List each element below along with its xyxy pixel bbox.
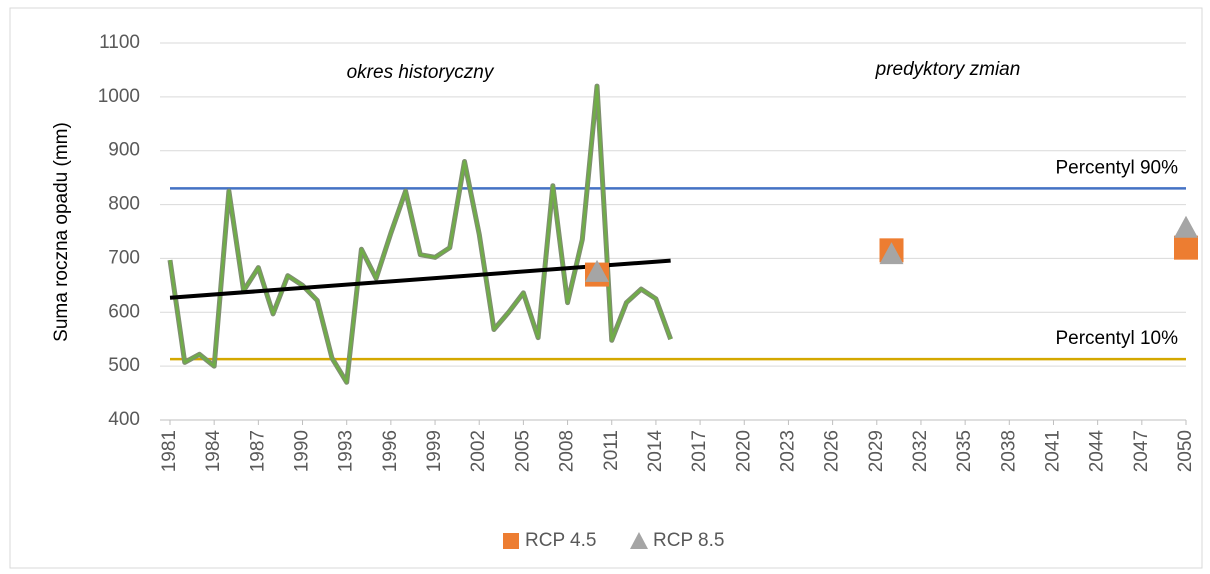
marker-triangle	[1174, 215, 1198, 238]
y-tick-label: 500	[108, 355, 140, 376]
y-tick-label: 1000	[98, 86, 140, 107]
x-tick-label: 2041	[1042, 430, 1063, 472]
x-tick-label: 1990	[292, 430, 313, 472]
annotation: okres historyczny	[347, 62, 495, 83]
y-axis-label: Suma roczna opadu (mm)	[51, 122, 72, 342]
x-tick-label: 2035	[954, 430, 975, 472]
y-tick-label: 900	[108, 140, 140, 161]
x-tick-label: 2050	[1175, 430, 1196, 472]
x-tick-label: 1987	[247, 430, 268, 472]
x-tick-label: 2038	[998, 430, 1019, 472]
y-tick-label: 600	[108, 301, 140, 322]
marker-triangle	[879, 242, 904, 265]
chart-frame	[9, 7, 1203, 569]
legend-swatch	[630, 532, 648, 549]
annotation: predyktory zmian	[875, 59, 1021, 80]
legend-swatch	[503, 533, 519, 549]
x-tick-label: 2014	[645, 430, 666, 473]
x-tick-label: 1996	[380, 430, 401, 472]
x-tick-label: 2005	[512, 430, 533, 472]
x-tick-label: 2029	[866, 430, 887, 472]
x-tick-label: 2017	[689, 430, 710, 472]
x-tick-label: 1993	[336, 430, 357, 472]
y-tick-label: 1100	[99, 32, 140, 53]
x-tick-label: 2020	[733, 430, 754, 472]
marker-triangle	[585, 259, 610, 282]
marker-square	[1174, 235, 1198, 260]
y-tick-label: 400	[108, 409, 140, 430]
series-line	[168, 84, 672, 384]
x-tick-label: 1999	[424, 430, 445, 472]
x-tick-label: 1984	[203, 430, 224, 473]
x-tick-label: 1981	[159, 430, 180, 472]
x-tick-label: 2032	[910, 430, 931, 472]
y-tick-label: 700	[108, 247, 140, 268]
x-tick-label: 2044	[1087, 430, 1108, 473]
legend-label: RCP 8.5	[653, 530, 724, 551]
reference-label: Percentyl 10%	[1055, 328, 1178, 349]
x-tick-label: 2008	[557, 430, 578, 472]
x-tick-label: 2047	[1131, 430, 1152, 472]
x-tick-label: 2011	[601, 430, 622, 471]
legend-label: RCP 4.5	[525, 530, 596, 551]
x-tick-label: 2026	[822, 430, 843, 472]
x-tick-label: 2023	[777, 430, 798, 472]
y-tick-label: 800	[108, 194, 140, 215]
x-tick-label: 2002	[468, 430, 489, 472]
reference-label: Percentyl 90%	[1055, 157, 1178, 178]
